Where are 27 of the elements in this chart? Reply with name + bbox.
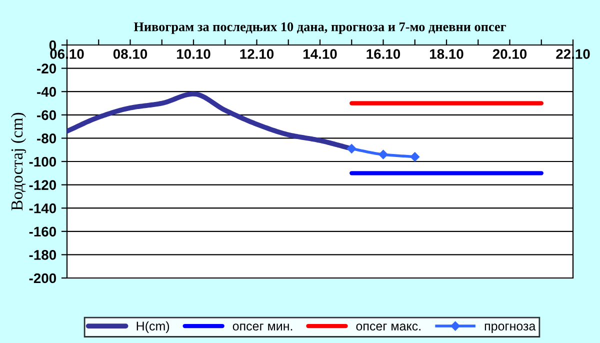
- legend-label: опсег мин.: [232, 324, 292, 331]
- y-tick-label: -60: [37, 110, 56, 120]
- y-tick-label: 0: [49, 40, 56, 50]
- y-tick-label: -40: [37, 86, 56, 97]
- x-tick-label: 10.10: [177, 49, 210, 59]
- legend-label: опсег макс.: [356, 324, 420, 331]
- legend-label: прогноза: [484, 324, 536, 333]
- y-tick-label: -80: [37, 134, 56, 144]
- point: [410, 152, 420, 162]
- chart-title: Нивограм за последњих 10 дана, прогноза и 7-мо дневни опсег: [134, 22, 506, 34]
- x-tick-label: 12.10: [240, 49, 274, 59]
- y-tick-label: -100: [29, 156, 56, 167]
- y-tick-label: -140: [29, 203, 56, 214]
- y-tick-label: -200: [29, 273, 56, 284]
- y-tick-label: -180: [29, 250, 56, 260]
- x-tick-label: 16.10: [366, 49, 400, 59]
- point: [347, 144, 356, 154]
- x-tick-label: 08.10: [113, 49, 148, 59]
- x-tick-label: 18.10: [430, 49, 464, 59]
- y-tick-label: -160: [29, 226, 56, 237]
- x-tick-label: 20.10: [492, 49, 527, 59]
- x-tick-label: 14.10: [304, 49, 337, 59]
- y-axis-title: Водостај (cm): [10, 112, 26, 210]
- legend-label: H(cm): [136, 321, 170, 333]
- y-tick-label: -20: [37, 64, 56, 74]
- point: [378, 150, 388, 160]
- y-tick-label: -120: [29, 180, 56, 190]
